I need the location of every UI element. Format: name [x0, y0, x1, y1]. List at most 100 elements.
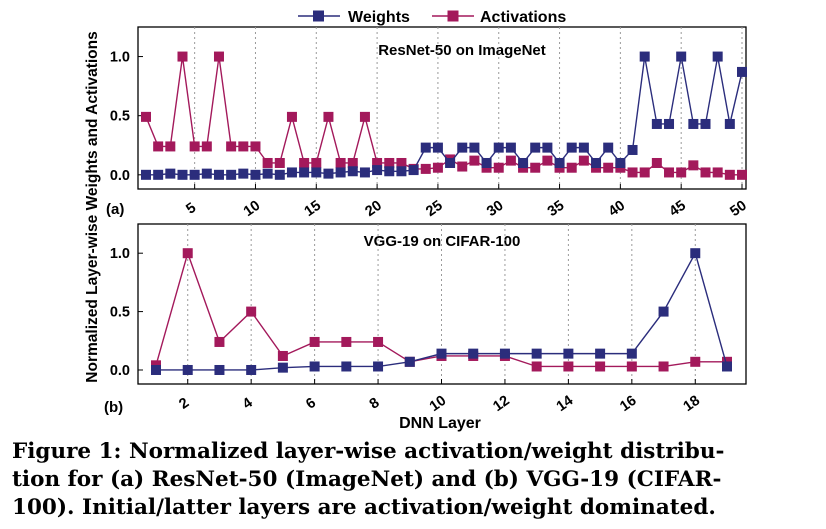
- chart-b-weights-point-17: [658, 306, 669, 317]
- chart-b-title: VGG-19 on CIFAR-100: [364, 233, 521, 250]
- chart-a-x-tick-label-20: 20: [362, 198, 384, 220]
- chart-a-title: ResNet-50 on ImageNet: [378, 42, 546, 59]
- legend-weights-label: Weights: [348, 9, 410, 26]
- chart-b-weights-point-16: [626, 348, 637, 359]
- chart-b-weights-point-8: [373, 361, 384, 372]
- chart-a-activations-point-25: [432, 162, 443, 173]
- chart-a-x-axis: 5 10 15 20 25 30 35 40 45 50: [183, 184, 750, 220]
- chart-b-y-tick-label-0: 0.0: [110, 363, 130, 379]
- chart-a-x-tick-label-15: 15: [302, 198, 324, 220]
- chart-a-weights-point-45: [676, 51, 687, 62]
- chart-a-x-tick-label-45: 45: [667, 198, 689, 220]
- chart-a-weights-point-25: [432, 142, 443, 153]
- chart-b-x-tick-label-10: 10: [427, 393, 449, 415]
- chart-b-activations-point-4: [246, 306, 257, 317]
- chart-a-weights-point-10: [250, 169, 261, 180]
- chart-a-activations-point-45: [676, 167, 687, 178]
- chart-a-activations-point-16: [323, 111, 334, 122]
- chart-a-weights-point-1: [141, 169, 151, 180]
- chart-a-activations-point-31: [505, 155, 516, 166]
- chart-a-activations-point-5: [189, 141, 200, 152]
- chart-a-activations-point-14: [299, 157, 310, 168]
- shared-x-axis-label: DNN Layer: [399, 415, 481, 432]
- chart-a-y-tick-label-2: 1.0: [110, 50, 130, 66]
- chart-a-weights-point-6: [201, 168, 212, 179]
- chart-b-weights-point-4: [246, 364, 257, 375]
- chart-a-activations-point-41: [627, 167, 638, 178]
- chart-b-weights-point-19: [722, 361, 732, 372]
- chart-a-weights-point-30: [493, 142, 504, 153]
- chart-a-y-tick-label-1: 0.5: [110, 109, 130, 125]
- chart-b-activations-point-14: [563, 361, 574, 372]
- chart-a-weights-point-39: [603, 142, 614, 153]
- shared-y-axis-label: Normalized Layer-wise Weights and Activa…: [84, 31, 101, 382]
- chart-a-x-tick-label-25: 25: [423, 198, 445, 220]
- chart-b-x-tick-label-8: 8: [367, 395, 383, 413]
- chart-a-activations-point-33: [530, 162, 541, 173]
- chart-b-activations-point-8: [373, 336, 384, 347]
- chart-a-weights-point-17: [335, 167, 346, 178]
- chart-a-weights-point-44: [664, 118, 675, 129]
- chart-a-activations-point-6: [201, 141, 212, 152]
- chart-panel-b: VGG-19 on CIFAR-100 (b) 0.0 0.5 1.0 2 4 6 8 10…: [104, 223, 747, 416]
- chart-a-weights-point-26: [445, 157, 456, 168]
- chart-a-activations-point-13: [286, 111, 297, 122]
- chart-a-activations-point-18: [347, 157, 358, 168]
- chart-a-activations-point-4: [177, 51, 188, 62]
- chart-a-weights-line: [146, 56, 743, 176]
- chart-a-weights-point-47: [700, 118, 711, 129]
- chart-b-weights-point-3: [214, 364, 225, 375]
- chart-b-x-tick-label-2: 2: [176, 395, 192, 413]
- chart-a-activations-point-19: [359, 111, 370, 122]
- chart-a-activations-point-46: [688, 160, 699, 171]
- chart-a-weights-point-16: [323, 168, 334, 179]
- chart-a-weights-point-32: [518, 157, 529, 168]
- chart-b-activations-point-3: [214, 336, 225, 347]
- chart-b-weights-point-18: [690, 248, 701, 259]
- chart-a-weights-point-5: [189, 169, 200, 180]
- chart-a-activations-point-43: [651, 157, 662, 168]
- chart-a-weights-point-12: [274, 169, 285, 180]
- chart-b-x-tick-label-14: 14: [554, 393, 576, 415]
- chart-a-panel-label: (a): [106, 201, 124, 218]
- chart-b-x-tick-label-6: 6: [303, 395, 319, 413]
- chart-b-weights-point-11: [468, 348, 479, 359]
- chart-a-activations-point-27: [457, 161, 468, 172]
- chart-b-weights-point-5: [277, 362, 288, 373]
- chart-a-activations-point-15: [311, 157, 322, 168]
- caption-line-3: 100). Initial/latter layers are activati…: [12, 495, 716, 520]
- chart-b-activations-point-16: [626, 361, 637, 372]
- chart-a-weights-point-27: [457, 142, 468, 153]
- chart-a-weights-point-8: [226, 169, 237, 180]
- chart-a-y-tick-label-0: 0.0: [110, 168, 130, 184]
- chart-b-weights-point-9: [404, 356, 415, 367]
- chart-b-weights-point-12: [499, 348, 510, 359]
- chart-a-series: [141, 51, 747, 180]
- chart-a-weights-point-41: [627, 144, 638, 155]
- chart-b-weights-point-7: [341, 361, 352, 372]
- chart-b-weights-point-6: [309, 361, 320, 372]
- figure-canvas: Weights Activations Normalized Layer-wis…: [84, 9, 750, 432]
- chart-panel-a: ResNet-50 on ImageNet (a) 0.0 0.5 1.0 5 10 1…: [106, 26, 750, 220]
- chart-a-activations-point-28: [469, 155, 480, 166]
- chart-a-weights-point-33: [530, 142, 541, 153]
- chart-a-weights-point-18: [347, 166, 358, 177]
- chart-b-x-axis: 2 4 6 8 10 12 14 16 18: [176, 379, 703, 415]
- chart-a-x-tick-label-5: 5: [183, 200, 199, 218]
- chart-b-x-tick-label-16: 16: [617, 393, 639, 415]
- chart-b-x-tick-label-18: 18: [681, 393, 703, 415]
- chart-b-y-tick-label-2: 1.0: [110, 246, 130, 262]
- chart-b-y-tick-label-1: 0.5: [110, 305, 130, 321]
- chart-b-series: [151, 248, 732, 375]
- chart-a-weights-point-46: [688, 118, 699, 129]
- chart-a-weights-point-22: [396, 166, 407, 177]
- chart-a-weights-point-19: [359, 167, 370, 178]
- chart-b-activations-point-5: [277, 350, 288, 361]
- chart-a-activations-point-12: [274, 157, 285, 168]
- chart-b-activations-point-7: [341, 336, 352, 347]
- legend-activations-label: Activations: [480, 9, 566, 26]
- chart-a-y-axis: 0.0 0.5 1.0: [110, 50, 143, 184]
- chart-a-activations-point-36: [566, 162, 577, 173]
- chart-b-weights-point-2: [182, 364, 193, 375]
- chart-a-activations-point-24: [420, 163, 431, 174]
